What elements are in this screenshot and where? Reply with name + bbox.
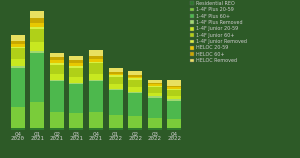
Bar [11,128,25,130]
Bar [50,57,64,60]
Bar [148,80,162,83]
Bar [128,87,142,92]
Bar [89,81,103,112]
Bar [148,118,162,128]
Bar [89,50,103,56]
Bar [148,93,162,96]
Bar [30,103,44,128]
Bar [30,11,44,18]
Bar [89,62,103,63]
Bar [30,53,44,103]
Bar [89,128,103,130]
Bar [128,78,142,80]
Bar [89,56,103,59]
Bar [69,84,83,113]
Bar [50,74,64,80]
Bar [89,112,103,128]
Bar [11,107,25,128]
Bar [89,80,103,81]
Bar [167,96,181,100]
Bar [128,116,142,128]
Bar [167,89,181,90]
Bar [11,41,25,44]
Bar [128,80,142,87]
Bar [50,112,64,128]
Bar [167,86,181,87]
Bar [148,87,162,93]
Bar [109,128,123,130]
Bar [109,115,123,128]
Bar [109,77,123,84]
Bar [30,128,44,130]
Legend: Residential REO, 1-4F Plus 20-59, 1-4F Plus 60+, 1-4F Plus Removed, 1-4F Junior : Residential REO, 1-4F Plus 20-59, 1-4F P… [190,1,247,63]
Bar [30,23,44,27]
Bar [11,35,25,41]
Bar [148,86,162,87]
Bar [50,60,64,63]
Bar [128,71,142,75]
Bar [109,72,123,74]
Bar [69,60,83,63]
Bar [148,98,162,118]
Bar [109,84,123,89]
Bar [30,29,44,42]
Bar [50,65,64,74]
Bar [167,90,181,96]
Bar [167,100,181,101]
Bar [128,128,142,130]
Bar [109,75,123,77]
Bar [128,93,142,116]
Bar [69,63,83,66]
Bar [69,56,83,60]
Bar [50,80,64,81]
Bar [109,90,123,115]
Bar [109,74,123,75]
Bar [69,77,83,83]
Bar [167,87,181,89]
Bar [167,119,181,128]
Bar [30,27,44,29]
Bar [128,77,142,78]
Bar [50,53,64,57]
Bar [11,48,25,59]
Bar [69,128,83,130]
Bar [11,66,25,68]
Bar [69,68,83,77]
Bar [89,74,103,80]
Bar [109,89,123,90]
Bar [50,63,64,65]
Bar [50,128,64,130]
Bar [148,84,162,86]
Bar [30,51,44,53]
Bar [50,81,64,112]
Bar [69,66,83,68]
Bar [11,68,25,107]
Bar [167,128,181,130]
Bar [148,128,162,130]
Bar [128,92,142,93]
Bar [167,101,181,119]
Bar [11,44,25,47]
Bar [30,18,44,23]
Bar [148,83,162,84]
Bar [11,59,25,66]
Bar [167,80,181,86]
Bar [148,96,162,98]
Bar [69,113,83,128]
Bar [89,59,103,62]
Bar [69,83,83,84]
Bar [89,63,103,74]
Bar [30,42,44,51]
Bar [128,75,142,77]
Bar [11,47,25,48]
Bar [109,68,123,72]
